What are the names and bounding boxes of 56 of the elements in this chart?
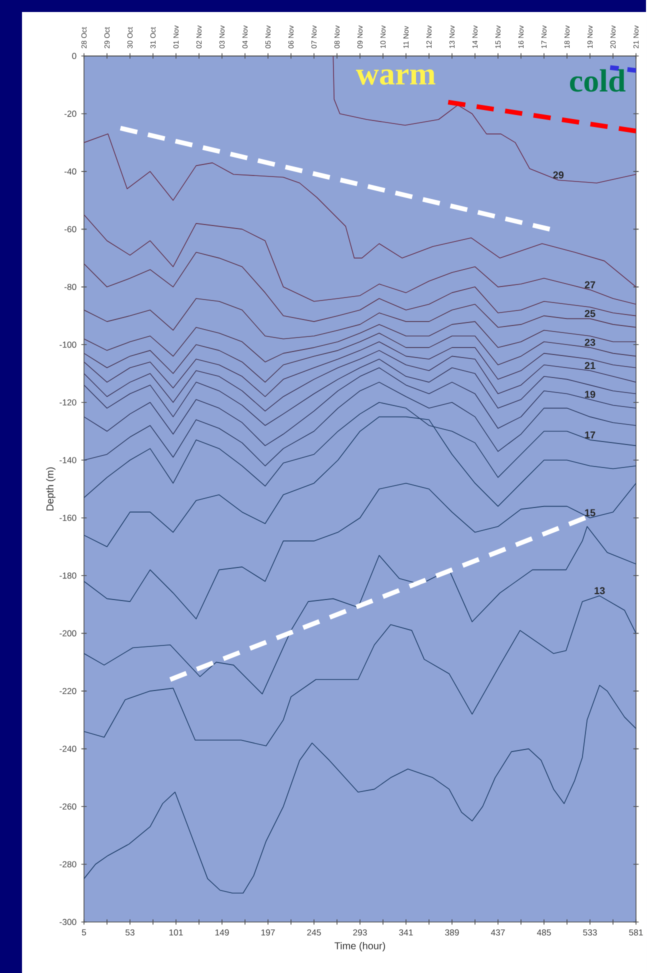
line-series (84, 350, 636, 412)
y-tick-label: -220 (60, 688, 76, 694)
y-tick-label: -300 (60, 918, 76, 926)
y-tick-label: -260 (60, 803, 76, 810)
y-tick-label: -120 (60, 399, 76, 406)
series-label: 13 (594, 587, 605, 594)
series-label: 23 (584, 338, 596, 346)
line-series (84, 134, 636, 288)
line-series (332, 56, 636, 184)
x-tick-label: 437 (491, 929, 505, 936)
y-tick-label: -140 (60, 457, 76, 464)
line-series (84, 321, 636, 362)
x-tick-label: 581 (629, 929, 643, 936)
y-tick-label: -20 (64, 110, 76, 117)
x-tick-label: 533 (583, 929, 598, 936)
line-series (84, 482, 636, 620)
y-tick-label: -280 (60, 861, 76, 868)
y-axis-title: Depth (m) (46, 467, 56, 510)
series-label: 17 (585, 431, 596, 438)
series-label: 27 (584, 281, 596, 288)
y-tick-label: -100 (60, 342, 76, 348)
line-series (84, 358, 636, 426)
series-label: 19 (585, 390, 596, 398)
line-series (84, 684, 636, 894)
series-label: 25 (584, 310, 596, 318)
line-series (84, 382, 636, 466)
y-tick-label: 0 (72, 52, 76, 60)
x-tick-label: 293 (353, 929, 367, 936)
x-axis-title: Time (hour) (334, 942, 386, 952)
y-tick-label: -200 (60, 630, 76, 636)
x-tick-label: 197 (262, 929, 275, 936)
y-tick-label: -160 (60, 514, 76, 521)
x-tick-label: 341 (399, 929, 413, 936)
annotation: warm (356, 69, 436, 85)
y-tick-label: -180 (60, 572, 76, 579)
series-label: 29 (553, 171, 564, 179)
x-tick-label: 5 (82, 929, 86, 936)
line-series (84, 298, 636, 340)
line-series (84, 332, 636, 383)
y-tick-label: -60 (64, 226, 76, 232)
x-tick-label: 101 (170, 929, 183, 936)
x-tick-label: 149 (216, 929, 229, 936)
x-tick-label: 245 (307, 929, 322, 936)
annotation: cold (570, 69, 626, 92)
x-tick-label: 485 (537, 929, 552, 936)
line-series (84, 367, 636, 446)
x-tick-label: 53 (126, 929, 135, 936)
x-tick-label: 389 (445, 929, 459, 936)
y-tick-label: -240 (60, 746, 76, 752)
series-label: 15 (585, 509, 596, 516)
y-tick-label: -40 (64, 168, 76, 175)
y-tick-label: -80 (64, 284, 76, 290)
line-series (84, 214, 636, 305)
series-label: 21 (584, 362, 596, 370)
line-series (84, 526, 636, 694)
line-series (84, 252, 636, 322)
